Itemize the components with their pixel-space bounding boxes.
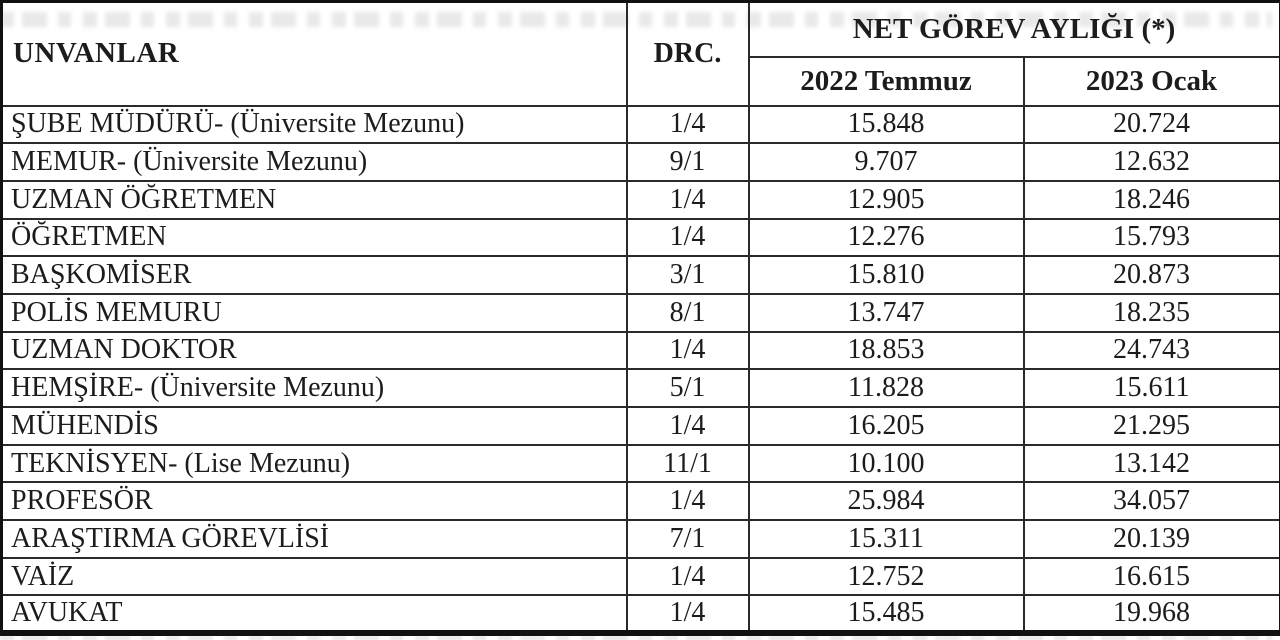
title-cell: MEMUR- (Üniversite Mezunu) [0, 142, 628, 182]
table-row: ŞUBE MÜDÜRÜ- (Üniversite Mezunu) 1/4 15.… [0, 104, 1280, 145]
table-row: POLİS MEMURU 8/1 13.747 18.235 [0, 292, 1280, 333]
table-row: AVUKAT 1/4 15.485 19.968 [0, 594, 1280, 635]
jan-2023-cell: 20.139 [1022, 519, 1280, 559]
title-cell: TEKNİSYEN- (Lise Mezunu) [0, 443, 628, 484]
table-row: ÖĞRETMEN 1/4 12.276 15.793 [0, 217, 1280, 258]
title-cell: MÜHENDİS [0, 406, 628, 446]
jul-2022-cell: 15.810 [747, 255, 1025, 295]
jan-2023-cell: 13.142 [1022, 443, 1280, 484]
jul-2022-cell: 9.707 [747, 142, 1025, 182]
jan-2023-cell: 12.632 [1022, 142, 1280, 182]
jan-2023-cell: 19.968 [1022, 594, 1280, 635]
jan-2023-cell: 21.295 [1022, 406, 1280, 446]
title-cell: PROFESÖR [0, 481, 628, 522]
cropped-text-artifact-bottom [0, 636, 1272, 640]
table-row: MEMUR- (Üniversite Mezunu) 9/1 9.707 12.… [0, 142, 1280, 182]
degree-cell: 3/1 [625, 255, 750, 295]
jan-2023-cell: 15.611 [1022, 368, 1280, 408]
jul-2022-cell: 16.205 [747, 406, 1025, 446]
degree-cell: 1/4 [625, 594, 750, 635]
table-header: UNVANLAR DRC. NET GÖREV AYLIĞI (*) 2022 … [0, 0, 1280, 107]
degree-cell: 8/1 [625, 292, 750, 333]
title-cell: HEMŞİRE- (Üniversite Mezunu) [0, 368, 628, 408]
jul-2022-cell: 25.984 [747, 481, 1025, 522]
jan-2023-cell: 18.246 [1022, 179, 1280, 220]
jan-2023-cell: 16.615 [1022, 556, 1280, 597]
jul-2022-cell: 12.905 [747, 179, 1025, 220]
column-header-2023-ocak: 2023 Ocak [1022, 55, 1280, 107]
degree-cell: 1/4 [625, 406, 750, 446]
table-row: UZMAN DOKTOR 1/4 18.853 24.743 [0, 330, 1280, 371]
table-row: VAİZ 1/4 12.752 16.615 [0, 556, 1280, 597]
column-header-titles: UNVANLAR [0, 0, 628, 107]
table-row: MÜHENDİS 1/4 16.205 21.295 [0, 406, 1280, 446]
degree-cell: 9/1 [625, 142, 750, 182]
jul-2022-cell: 13.747 [747, 292, 1025, 333]
degree-cell: 5/1 [625, 368, 750, 408]
jul-2022-cell: 15.485 [747, 594, 1025, 635]
table-row: BAŞKOMİSER 3/1 15.810 20.873 [0, 255, 1280, 295]
title-cell: BAŞKOMİSER [0, 255, 628, 295]
jul-2022-cell: 12.276 [747, 217, 1025, 258]
degree-cell: 1/4 [625, 330, 750, 371]
jan-2023-cell: 20.724 [1022, 104, 1280, 145]
column-header-degree: DRC. [625, 0, 750, 107]
table-row: UZMAN ÖĞRETMEN 1/4 12.905 18.246 [0, 179, 1280, 220]
degree-cell: 1/4 [625, 104, 750, 145]
jan-2023-cell: 20.873 [1022, 255, 1280, 295]
jan-2023-cell: 24.743 [1022, 330, 1280, 371]
title-cell: ÖĞRETMEN [0, 217, 628, 258]
title-cell: UZMAN ÖĞRETMEN [0, 179, 628, 220]
table-row: HEMŞİRE- (Üniversite Mezunu) 5/1 11.828 … [0, 368, 1280, 408]
jul-2022-cell: 11.828 [747, 368, 1025, 408]
table-row: TEKNİSYEN- (Lise Mezunu) 11/1 10.100 13.… [0, 443, 1280, 484]
title-cell: UZMAN DOKTOR [0, 330, 628, 371]
column-header-2022-temmuz: 2022 Temmuz [747, 55, 1025, 107]
jan-2023-cell: 18.235 [1022, 292, 1280, 333]
table-row: ARAŞTIRMA GÖREVLİSİ 7/1 15.311 20.139 [0, 519, 1280, 559]
title-cell: VAİZ [0, 556, 628, 597]
degree-cell: 11/1 [625, 443, 750, 484]
jul-2022-cell: 10.100 [747, 443, 1025, 484]
column-header-group: NET GÖREV AYLIĞI (*) [747, 0, 1280, 58]
title-cell: ŞUBE MÜDÜRÜ- (Üniversite Mezunu) [0, 104, 628, 145]
jan-2023-cell: 34.057 [1022, 481, 1280, 522]
title-cell: ARAŞTIRMA GÖREVLİSİ [0, 519, 628, 559]
degree-cell: 1/4 [625, 556, 750, 597]
degree-cell: 1/4 [625, 481, 750, 522]
jul-2022-cell: 15.848 [747, 104, 1025, 145]
jul-2022-cell: 18.853 [747, 330, 1025, 371]
table-body: ŞUBE MÜDÜRÜ- (Üniversite Mezunu) 1/4 15.… [0, 104, 1280, 635]
degree-cell: 7/1 [625, 519, 750, 559]
table-row: PROFESÖR 1/4 25.984 34.057 [0, 481, 1280, 522]
degree-cell: 1/4 [625, 217, 750, 258]
jul-2022-cell: 15.311 [747, 519, 1025, 559]
jan-2023-cell: 15.793 [1022, 217, 1280, 258]
title-cell: AVUKAT [0, 594, 628, 635]
title-cell: POLİS MEMURU [0, 292, 628, 333]
jul-2022-cell: 12.752 [747, 556, 1025, 597]
degree-cell: 1/4 [625, 179, 750, 220]
